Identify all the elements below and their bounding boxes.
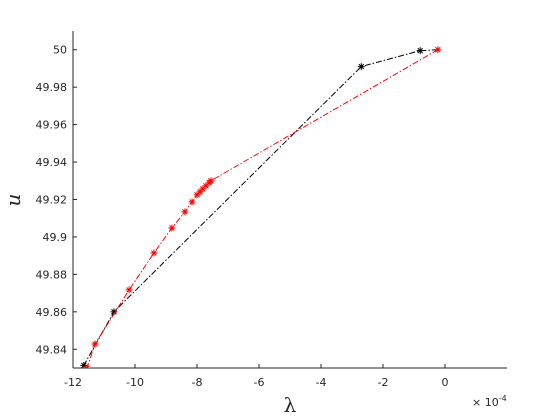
x-tick-label: -2 bbox=[378, 376, 389, 389]
y-tick-label: 49.9 bbox=[43, 231, 68, 244]
series-line bbox=[86, 49, 439, 368]
x-multiplier-base: × 10 bbox=[472, 396, 499, 409]
y-tick-label: 49.96 bbox=[36, 119, 68, 132]
x-tick-label: -12 bbox=[64, 376, 82, 389]
data-point bbox=[434, 46, 442, 54]
x-multiplier: × 10-4 bbox=[472, 394, 507, 409]
data-point bbox=[205, 179, 213, 187]
x-multiplier-exponent: -4 bbox=[499, 394, 507, 403]
x-axis-label: λ bbox=[284, 393, 297, 417]
data-point bbox=[357, 63, 365, 71]
data-point bbox=[196, 188, 204, 196]
y-tick-label: 49.98 bbox=[36, 81, 68, 94]
data-point bbox=[83, 364, 91, 368]
data-point bbox=[110, 308, 118, 316]
x-tick-label: -6 bbox=[254, 376, 265, 389]
data-point bbox=[193, 191, 201, 199]
y-tick-label: 49.92 bbox=[36, 194, 68, 207]
x-tick-label: 0 bbox=[442, 376, 449, 389]
data-point bbox=[202, 182, 210, 190]
y-axis-label: u bbox=[1, 194, 25, 207]
data-point bbox=[181, 208, 189, 216]
plot-area bbox=[80, 46, 442, 368]
series-line bbox=[83, 49, 438, 366]
data-point bbox=[188, 198, 196, 206]
y-tick-label: 49.84 bbox=[36, 343, 68, 356]
data-point bbox=[199, 185, 207, 193]
y-tick-label: 49.86 bbox=[36, 306, 68, 319]
y-tick-label: 49.94 bbox=[36, 156, 68, 169]
data-point bbox=[125, 286, 133, 294]
y-tick-label: 49.88 bbox=[36, 268, 68, 281]
data-point bbox=[91, 340, 99, 348]
x-tick-label: -10 bbox=[126, 376, 144, 389]
data-point bbox=[168, 224, 176, 232]
data-point bbox=[416, 47, 424, 55]
x-tick-label: -4 bbox=[316, 376, 327, 389]
data-point bbox=[80, 361, 88, 368]
data-point bbox=[150, 249, 158, 257]
y-tick-label: 50 bbox=[53, 44, 67, 57]
x-tick-label: -8 bbox=[192, 376, 203, 389]
